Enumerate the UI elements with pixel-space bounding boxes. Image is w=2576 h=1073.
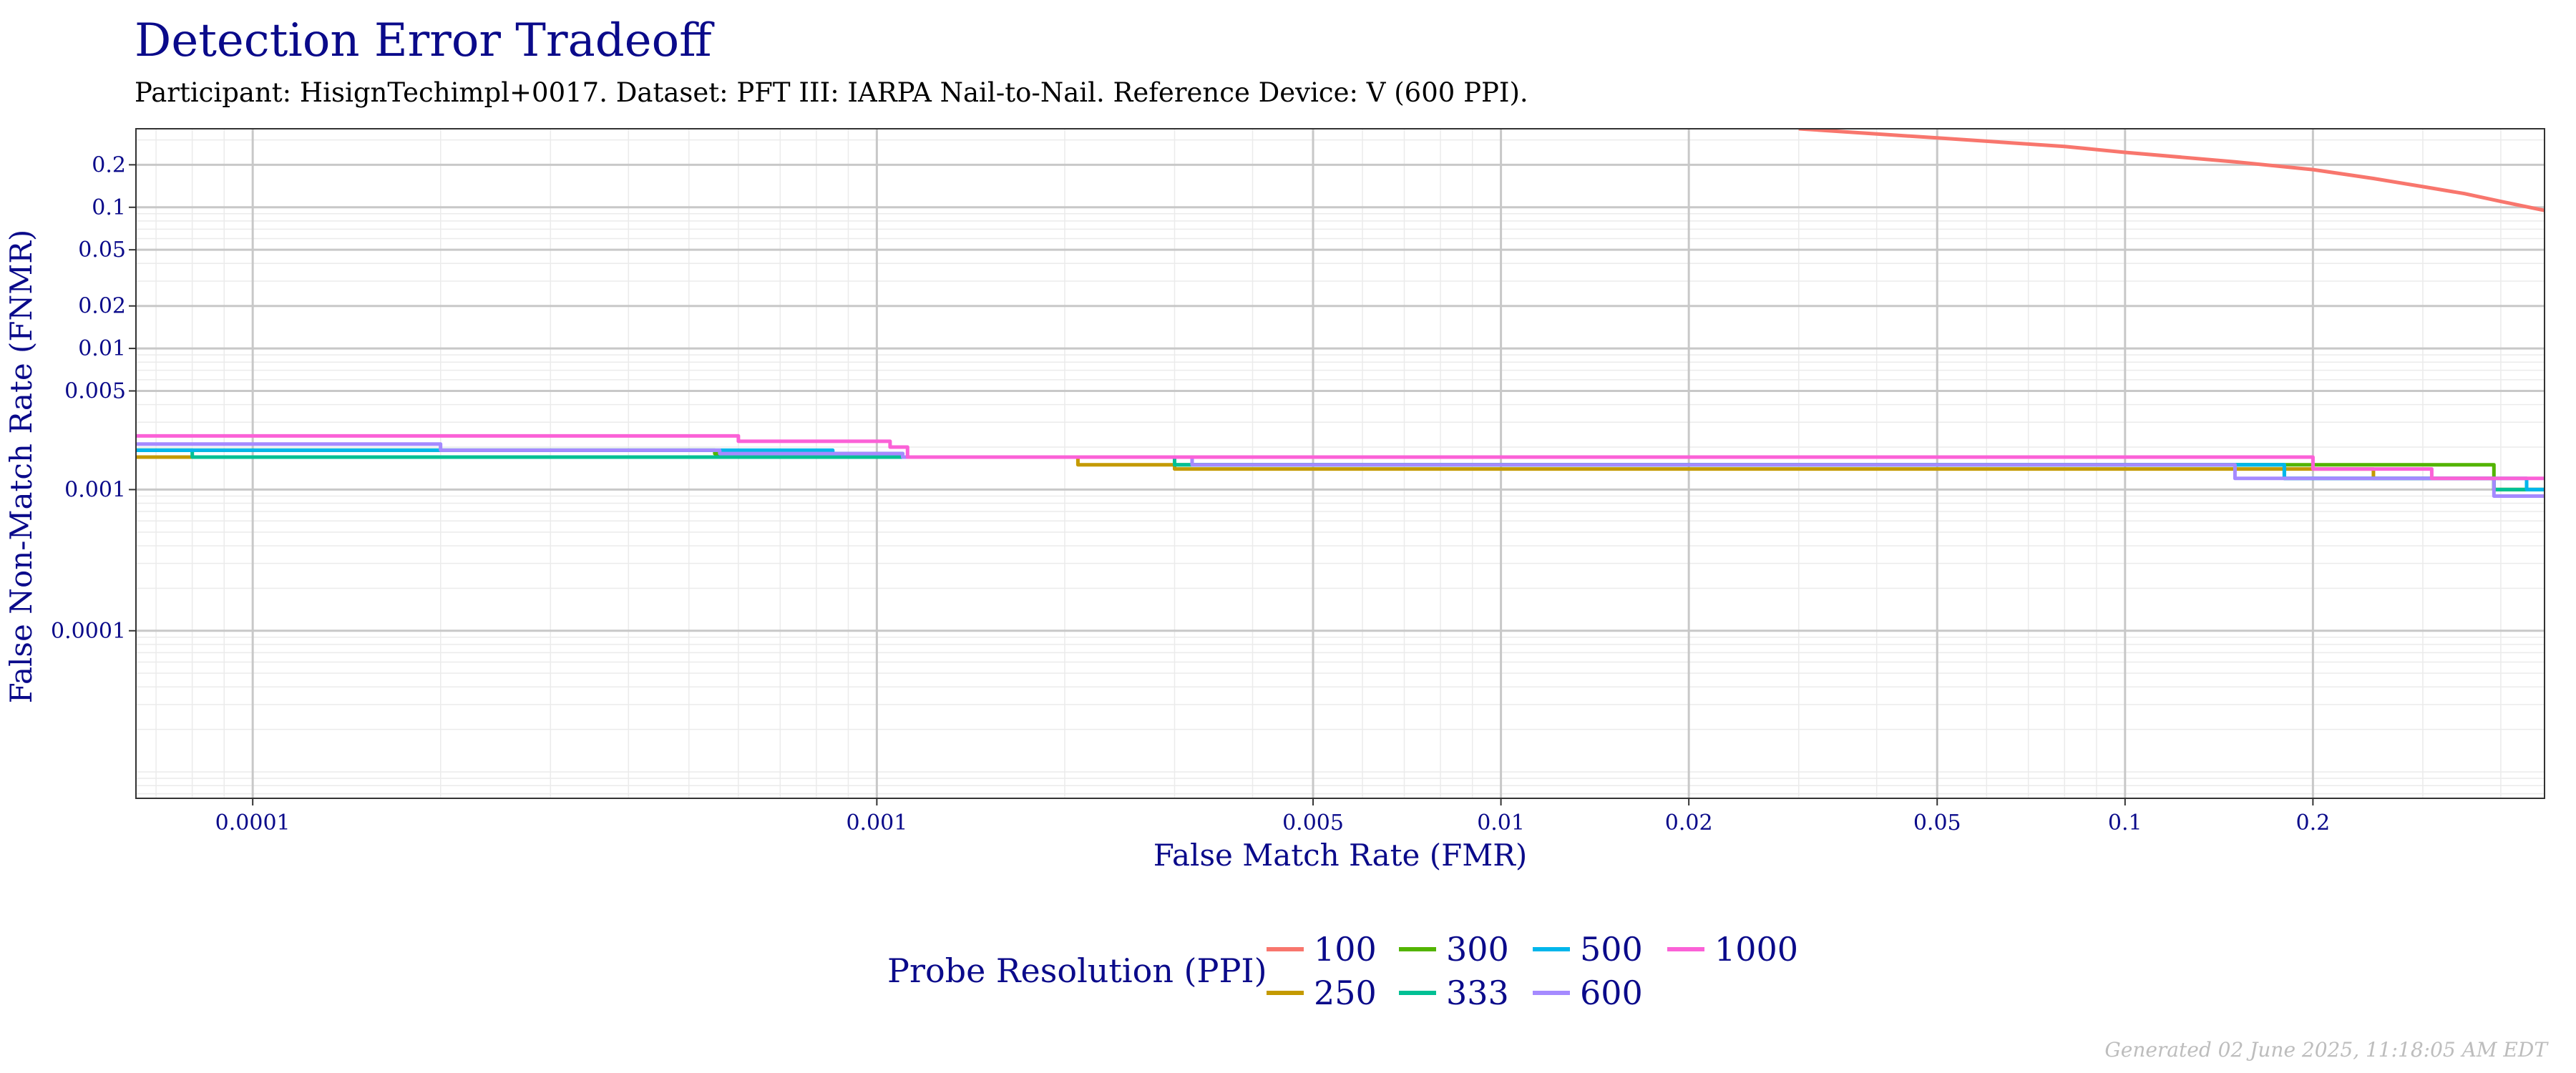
series-line-1000: [136, 433, 2545, 481]
legend-label-250: 250: [1314, 974, 1377, 1012]
legend-label-1000: 1000: [1714, 930, 1798, 969]
x-axis-ticks: 0.0001 0.001 0.005 0.01 0.02 0.05 0.1 0.2: [215, 798, 2330, 836]
y-tick-label: 0.1: [92, 195, 126, 220]
y-axis-title: False Non-Match Rate (FNMR): [4, 230, 39, 704]
y-tick-label: 0.02: [78, 294, 126, 319]
chart-title: Detection Error Tradeoff: [135, 14, 715, 67]
y-tick-label: 0.2: [92, 152, 126, 177]
legend-label-333: 333: [1446, 974, 1509, 1012]
y-tick-label: 0.05: [78, 237, 126, 263]
chart-subtitle: Participant: HisignTechimpl+0017. Datase…: [135, 77, 1528, 108]
legend-title: Probe Resolution (PPI): [887, 951, 1267, 990]
series-group: [136, 129, 2545, 498]
legend-label-300: 300: [1446, 930, 1509, 969]
y-tick-label: 0.0001: [51, 619, 126, 644]
y-tick-label: 0.01: [78, 336, 126, 361]
y-tick-label: 0.001: [64, 477, 126, 502]
series-line-100: [1798, 129, 2545, 212]
x-tick-label: 0.1: [2108, 810, 2142, 836]
legend-label-600: 600: [1580, 974, 1643, 1012]
legend-label-500: 500: [1580, 930, 1643, 969]
series-layer: [136, 129, 2545, 498]
x-tick-label: 0.2: [2296, 810, 2330, 836]
y-axis-ticks: 0.0001 0.001 0.005 0.01 0.02 0.05 0.1 0.2: [51, 152, 136, 644]
legend-label-100: 100: [1314, 930, 1377, 969]
series-line-250: [136, 455, 2545, 491]
x-tick-label: 0.001: [846, 810, 907, 836]
x-tick-label: 0.05: [1913, 810, 1961, 836]
x-tick-label: 0.01: [1477, 810, 1525, 836]
x-tick-label: 0.02: [1665, 810, 1713, 836]
plot-frame: [135, 128, 2545, 799]
legend-items: 100 250 300 333 500 600 1000: [1267, 930, 1798, 1012]
generated-footer: Generated 02 June 2025, 11:18:05 AM EDT: [2104, 1038, 2549, 1062]
y-tick-label: 0.005: [64, 379, 126, 404]
x-tick-label: 0.005: [1282, 810, 1344, 836]
legend: Probe Resolution (PPI) 100 250 300 333 500 60…: [887, 930, 1798, 1012]
x-tick-label: 0.0001: [215, 810, 291, 836]
x-axis-title: False Match Rate (FMR): [1153, 838, 1528, 873]
